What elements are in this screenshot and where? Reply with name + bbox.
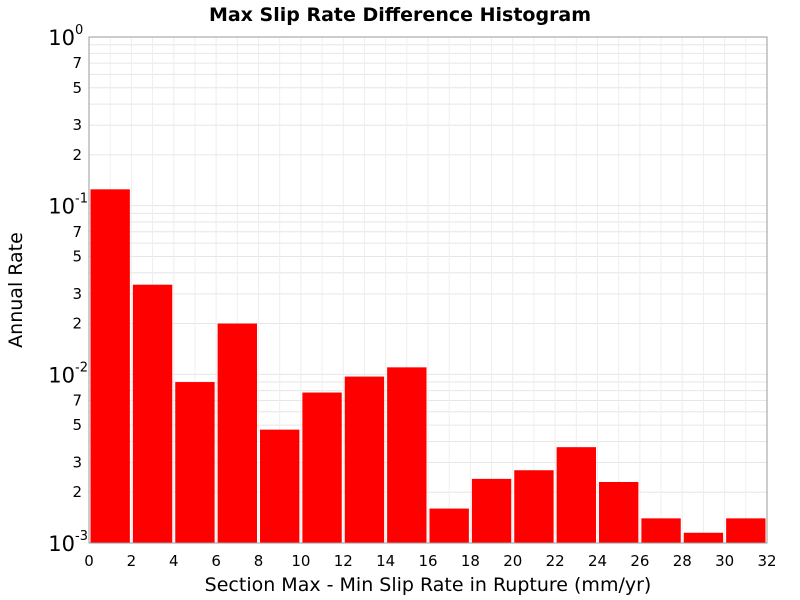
y-minor-tick-label: 5 — [72, 247, 82, 265]
y-major-tick-label: 10 — [48, 195, 75, 219]
x-tick-label: 10 — [291, 552, 310, 570]
y-minor-tick-label: 3 — [72, 454, 82, 472]
x-tick-label: 16 — [418, 552, 437, 570]
x-tick-label: 30 — [715, 552, 734, 570]
y-major-tick-label: 10 — [48, 532, 75, 556]
x-tick-label: 20 — [503, 552, 522, 570]
y-major-tick-label: 10 — [48, 363, 75, 387]
histogram-bar-12 — [599, 481, 639, 543]
x-tick-label: 4 — [169, 552, 179, 570]
histogram-bar-3 — [217, 323, 257, 543]
x-tick-label: 32 — [757, 552, 776, 570]
y-major-tick-exponent: -3 — [75, 529, 88, 544]
x-tick-label: 8 — [254, 552, 264, 570]
histogram-bar-8 — [429, 508, 469, 543]
y-minor-tick-label: 7 — [72, 223, 82, 241]
y-minor-tick-label: 3 — [72, 116, 82, 134]
histogram-bar-15 — [726, 518, 766, 543]
chart-title: Max Slip Rate Difference Histogram — [209, 4, 591, 26]
x-tick-label: 22 — [546, 552, 565, 570]
x-tick-label: 0 — [84, 552, 94, 570]
x-tick-label: 26 — [630, 552, 649, 570]
histogram-bar-7 — [387, 367, 427, 543]
x-tick-label: 28 — [673, 552, 692, 570]
x-tick-label: 6 — [211, 552, 221, 570]
histogram-bar-11 — [556, 447, 596, 543]
x-tick-label: 14 — [376, 552, 395, 570]
y-minor-tick-label: 5 — [72, 79, 82, 97]
plot-border — [88, 36, 768, 544]
y-minor-tick-label: 3 — [72, 285, 82, 303]
x-tick-label: 12 — [334, 552, 353, 570]
y-minor-tick-label: 2 — [72, 315, 82, 333]
y-major-tick-label: 10 — [48, 26, 75, 50]
y-major-tick-exponent: -2 — [75, 360, 88, 375]
histogram-bar-4 — [260, 429, 300, 543]
histogram-bar-5 — [302, 392, 342, 543]
x-axis-label: Section Max - Min Slip Rate in Rupture (… — [205, 574, 652, 596]
histogram-bar-0 — [90, 189, 130, 544]
y-axis-label: Annual Rate — [5, 232, 27, 348]
y-minor-tick-label: 2 — [72, 146, 82, 164]
histogram-bar-10 — [514, 470, 554, 543]
y-minor-tick-label: 7 — [72, 391, 82, 409]
histogram-bar-9 — [471, 478, 512, 543]
x-tick-label: 2 — [127, 552, 137, 570]
y-minor-tick-label: 2 — [72, 483, 82, 501]
x-tick-label: 18 — [461, 552, 480, 570]
histogram-bar-1 — [132, 284, 173, 543]
y-major-tick-exponent: 0 — [75, 23, 83, 38]
x-tick-label: 24 — [588, 552, 607, 570]
histogram-bar-13 — [641, 518, 681, 543]
histogram-bar-14 — [683, 532, 724, 543]
y-minor-tick-label: 7 — [72, 54, 82, 72]
histogram-bar-6 — [344, 376, 385, 543]
y-major-tick-exponent: -1 — [75, 192, 88, 207]
histogram-bar-2 — [175, 382, 215, 543]
y-minor-tick-label: 5 — [72, 416, 82, 434]
